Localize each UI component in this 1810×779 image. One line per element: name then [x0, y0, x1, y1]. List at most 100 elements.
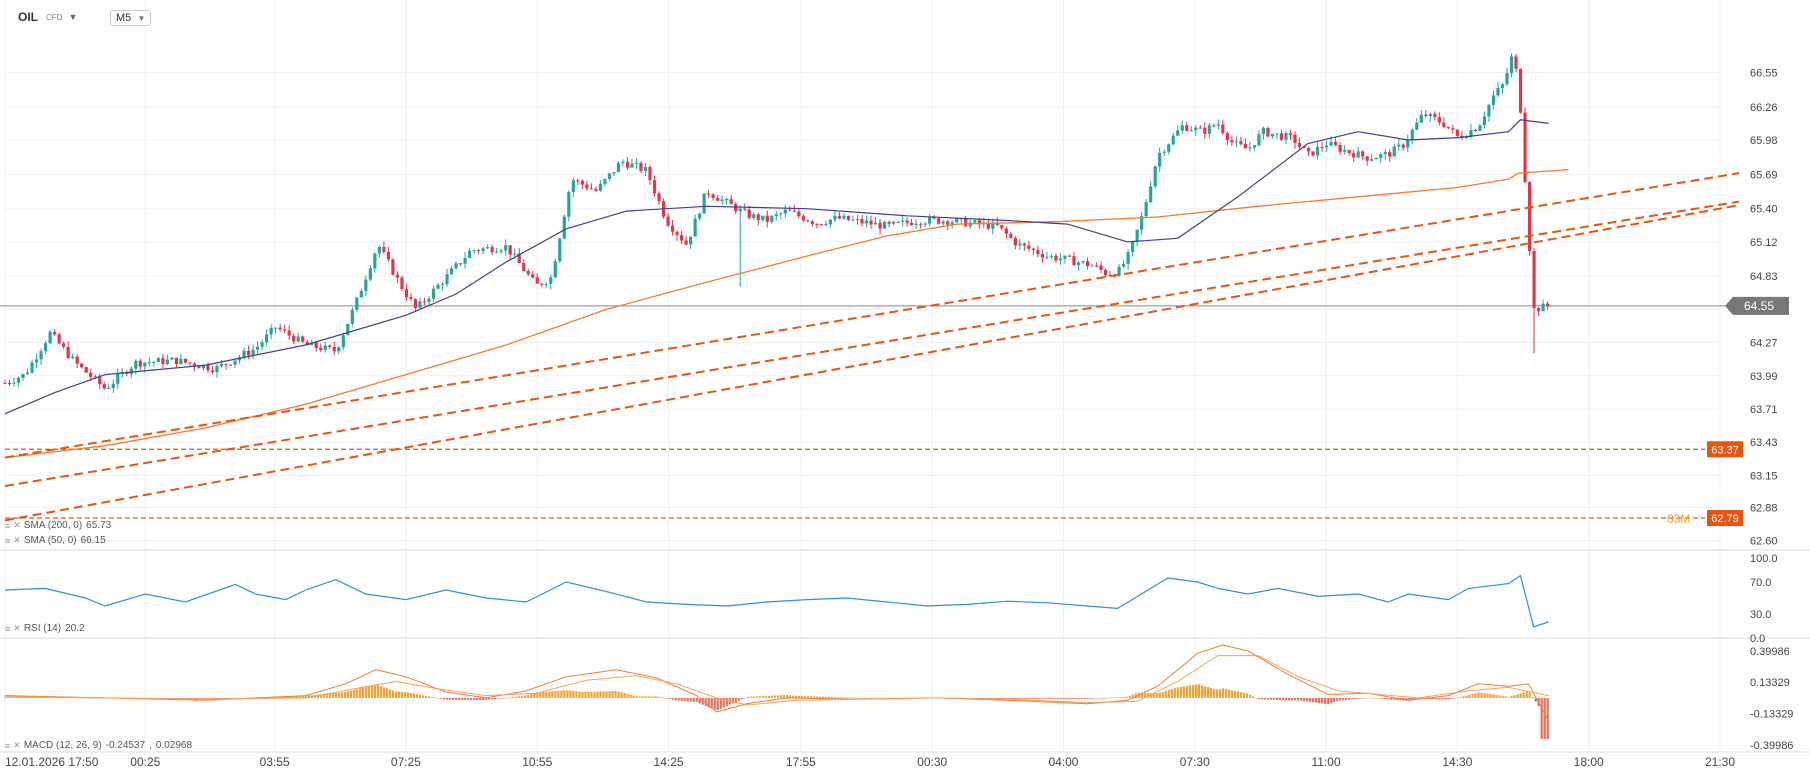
macd-histogram-bar: [701, 697, 704, 705]
candle-body: [734, 204, 738, 212]
horizontal-levels[interactable]: 63.37 62.79 03M 64.55: [0, 296, 1789, 527]
macd-histogram-bar: [232, 697, 235, 699]
candle-body: [445, 274, 449, 285]
macd-histogram-bar: [524, 695, 527, 698]
candle-body: [1036, 250, 1040, 255]
close-icon[interactable]: ✕: [13, 740, 20, 750]
candle-body: [639, 163, 643, 171]
chevron-down-icon[interactable]: ▼: [68, 12, 78, 22]
macd-histogram-bar: [671, 697, 674, 700]
close-icon[interactable]: ✕: [13, 623, 20, 633]
macd-histogram-bar: [791, 695, 795, 698]
macd-histogram-bar: [1531, 697, 1534, 698]
price-tick-label: 64.27: [1750, 338, 1778, 350]
macd-histogram-bar: [1384, 697, 1387, 699]
candle-body: [93, 376, 97, 378]
candle-body: [1194, 127, 1198, 131]
candle-body: [463, 257, 467, 264]
macd-histogram-bar: [764, 695, 767, 698]
macd-histogram-bar: [301, 695, 304, 698]
candle-body: [504, 245, 508, 251]
macd-histogram-bar: [797, 696, 801, 698]
macd-histogram-bar: [785, 694, 789, 698]
symbol-selector[interactable]: OIL CFD ▼: [18, 10, 77, 24]
macd-histogram-bar: [1501, 695, 1504, 698]
settings-icon[interactable]: ≡: [5, 520, 10, 531]
legend-sma200[interactable]: ≡ ✕ SMA (200, 0) 65.73: [5, 520, 111, 531]
candle-body: [1509, 56, 1514, 74]
candle-body: [1437, 117, 1441, 123]
macd-histogram-bar: [782, 695, 786, 698]
close-icon[interactable]: ✕: [13, 520, 20, 530]
macd-histogram-bar: [16, 696, 19, 698]
macd-histogram-bar: [1215, 689, 1219, 698]
macd-histogram-bar: [1218, 689, 1222, 698]
macd-histogram-bar: [1017, 697, 1020, 699]
rsi-tick-label: 0.0: [1750, 633, 1765, 645]
macd-histogram-bar: [391, 690, 395, 698]
candle-body: [341, 335, 345, 348]
candle-body: [900, 220, 905, 222]
settings-icon[interactable]: ≡: [5, 623, 10, 634]
macd-histogram-bar: [1191, 684, 1194, 698]
candle-body: [747, 209, 751, 219]
candle-body: [1324, 145, 1329, 148]
macd-histogram-bar: [860, 697, 864, 699]
macd-histogram-bar: [870, 697, 873, 699]
macd-histogram-bar: [722, 697, 725, 708]
macd-histogram-bar: [1245, 693, 1249, 698]
macd-histogram-bar: [214, 697, 217, 699]
macd-histogram-bar: [1278, 697, 1282, 701]
macd-histogram-bar: [1104, 697, 1107, 699]
macd-histogram-bar: [280, 696, 283, 698]
macd-histogram-bar: [1068, 697, 1071, 699]
macd-histogram-bar: [1429, 697, 1432, 700]
candle-body: [1315, 146, 1320, 156]
legend-sma50[interactable]: ≡ ✕ SMA (50, 0) 66.15: [5, 535, 106, 546]
settings-icon[interactable]: ≡: [5, 535, 10, 546]
macd-histogram-bar: [1510, 695, 1513, 698]
candle-body: [1365, 156, 1369, 161]
timeframe-selector[interactable]: M5 ▾: [110, 10, 151, 26]
macd-histogram-bar: [1248, 694, 1252, 698]
rsi-tick-label: 70.0: [1750, 577, 1771, 589]
legend-macd[interactable]: ≡ ✕ MACD (12, 26, 9) -0.24537, 0.02968: [5, 740, 193, 751]
candle-body: [1523, 112, 1527, 183]
candle-body: [481, 248, 485, 251]
macd-histogram-bar: [1300, 697, 1303, 701]
candle-body: [1158, 152, 1162, 167]
macd-histogram-bar: [1348, 697, 1351, 700]
candle-body: [1505, 73, 1509, 85]
candle-body: [1433, 113, 1437, 118]
macd-histogram-bar: [358, 688, 362, 698]
macd-tick-label: 0.13329: [1750, 677, 1790, 689]
macd-histogram-bar: [1387, 697, 1390, 700]
candle-body: [382, 247, 386, 252]
settings-icon[interactable]: ≡: [5, 740, 10, 751]
candle-body: [513, 253, 517, 255]
trendlines[interactable]: [4, 172, 1740, 522]
candle-body: [1297, 143, 1302, 147]
macd-histogram-bar: [235, 697, 238, 699]
macd-histogram-bar: [1405, 697, 1408, 701]
macd-histogram-bar: [400, 691, 404, 698]
macd-histogram-bar: [1534, 697, 1537, 702]
macd-histogram-bar: [1059, 697, 1062, 699]
candle-body: [675, 231, 679, 236]
candle-body: [1270, 133, 1275, 137]
macd-histogram-bar: [1336, 697, 1339, 702]
macd-tick-label: -0.13329: [1750, 709, 1793, 721]
macd-histogram-bar: [28, 697, 31, 698]
macd-histogram-bar: [286, 696, 289, 698]
legend-rsi[interactable]: ≡ ✕ RSI (14) 20.2: [5, 623, 85, 634]
macd-histogram-bar: [569, 690, 572, 698]
candle-body: [1045, 256, 1049, 258]
candle-body: [477, 250, 481, 252]
macd-histogram-bar: [283, 696, 286, 698]
close-icon[interactable]: ✕: [13, 535, 20, 545]
chevron-down-icon[interactable]: ▾: [139, 12, 144, 23]
candle-body: [1040, 254, 1045, 258]
macd-histogram-bar: [1143, 692, 1146, 698]
candle-body: [161, 358, 165, 364]
